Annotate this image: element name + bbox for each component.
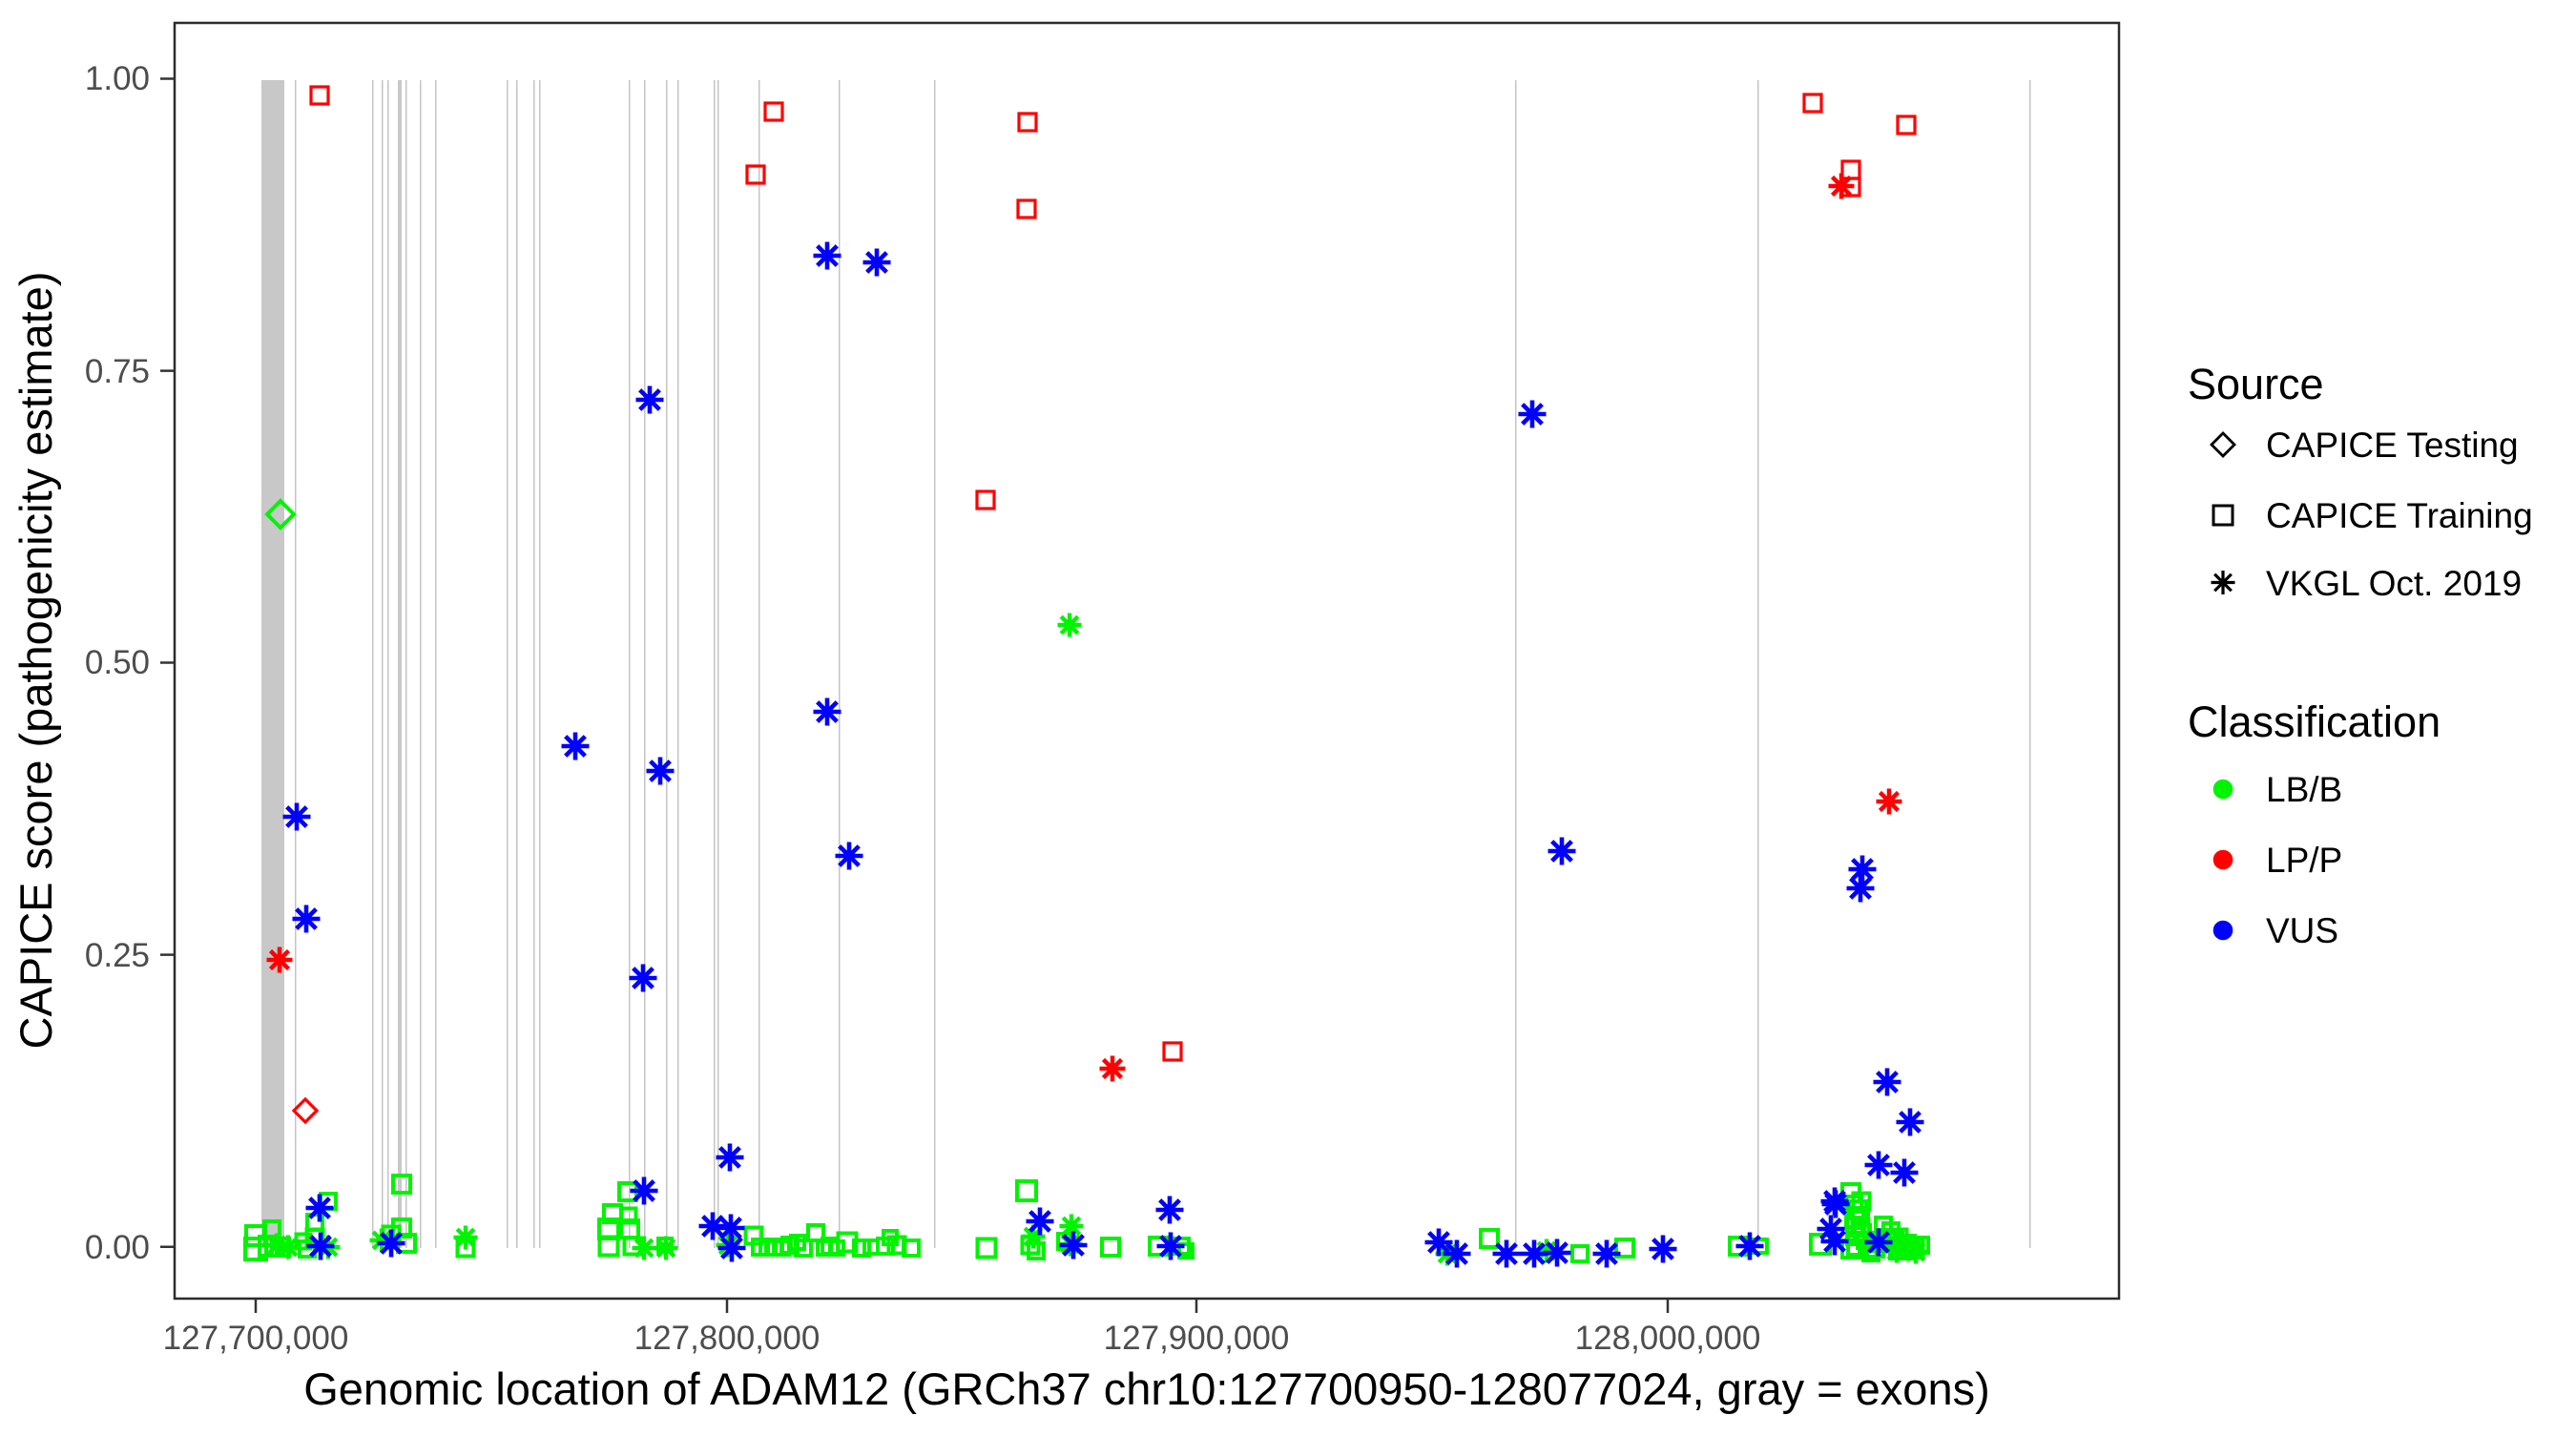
svg-text:LB/B: LB/B <box>2266 770 2342 809</box>
svg-text:127,800,000: 127,800,000 <box>634 1320 821 1357</box>
svg-text:0.50: 0.50 <box>85 644 150 681</box>
svg-text:Source: Source <box>2188 360 2324 408</box>
svg-text:0.00: 0.00 <box>85 1229 150 1266</box>
svg-text:CAPICE Testing: CAPICE Testing <box>2266 426 2519 465</box>
svg-text:VKGL Oct. 2019: VKGL Oct. 2019 <box>2266 564 2522 603</box>
svg-text:0.25: 0.25 <box>85 937 150 974</box>
svg-text:0.75: 0.75 <box>85 353 150 390</box>
svg-text:127,700,000: 127,700,000 <box>163 1320 349 1357</box>
svg-text:128,000,000: 128,000,000 <box>1575 1320 1761 1357</box>
svg-text:Classification: Classification <box>2188 697 2441 746</box>
svg-text:127,900,000: 127,900,000 <box>1104 1320 1290 1357</box>
svg-text:1.00: 1.00 <box>85 60 150 97</box>
svg-text:Genomic location of ADAM12 (GR: Genomic location of ADAM12 (GRCh37 chr10… <box>303 1363 1990 1414</box>
svg-text:VUS: VUS <box>2266 911 2338 950</box>
svg-text:CAPICE score (pathogenicity es: CAPICE score (pathogenicity estimate) <box>10 272 61 1050</box>
svg-text:LP/P: LP/P <box>2266 841 2342 880</box>
svg-text:CAPICE Training: CAPICE Training <box>2266 496 2533 535</box>
